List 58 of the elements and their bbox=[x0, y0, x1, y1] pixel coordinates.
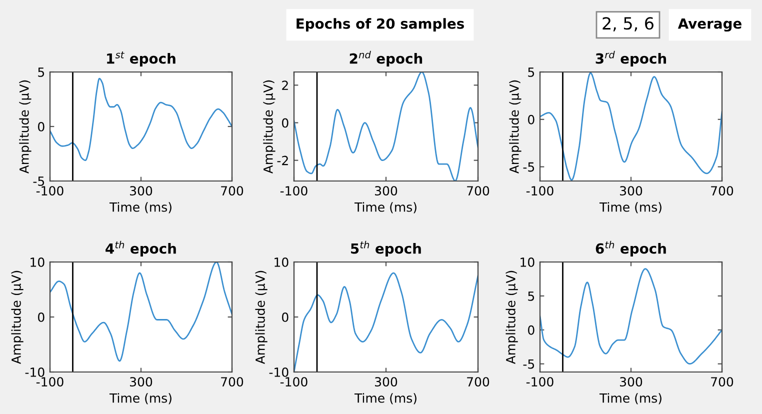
y-tick-label: 10 bbox=[30, 257, 44, 267]
x-tick-label: 700 bbox=[221, 186, 244, 196]
y-tick-label: 0 bbox=[528, 114, 534, 124]
text: Epochs of 20 samples bbox=[296, 18, 464, 32]
chart-title: 6$^{th}$ epoch bbox=[596, 240, 666, 256]
y-tick-label: -10 bbox=[25, 367, 44, 377]
y-tick-label: 5 bbox=[528, 292, 534, 301]
y-tick-label: 10 bbox=[274, 257, 288, 267]
x-tick-label: 700 bbox=[711, 186, 734, 196]
y-tick-label: 0 bbox=[282, 312, 288, 322]
x-axis-title: Time (ms) bbox=[599, 202, 662, 214]
chart-title: 1$^{st}$ epoch bbox=[107, 51, 176, 66]
x-axis-title: Time (ms) bbox=[354, 393, 416, 404]
y-tick-label: 5 bbox=[528, 68, 534, 77]
y-axis-title: Amplitude (µV) bbox=[509, 80, 522, 174]
x-tick-label: -100 bbox=[280, 377, 308, 387]
x-tick-label: 700 bbox=[467, 377, 490, 387]
chart-title: 3$^{rd}$ epoch bbox=[596, 50, 666, 66]
text: 2, 5, 6 bbox=[602, 17, 654, 32]
x-tick-label: -100 bbox=[526, 377, 554, 387]
y-axis-title: Amplitude (µV) bbox=[506, 270, 518, 364]
y-axis-title: Amplitude (µV) bbox=[11, 270, 24, 364]
y-tick-label: 0 bbox=[528, 325, 534, 335]
x-tick-label: 700 bbox=[221, 377, 244, 387]
x-tick-label: -100 bbox=[280, 186, 308, 196]
x-axis-title: Time (ms) bbox=[109, 393, 172, 404]
y-tick-label: -2 bbox=[277, 156, 288, 166]
x-tick-label: -100 bbox=[36, 377, 64, 387]
text: Average bbox=[678, 18, 742, 32]
x-tick-label: 300 bbox=[620, 377, 642, 387]
x-tick-label: 300 bbox=[620, 186, 642, 196]
y-axis-title: Amplitude (µV) bbox=[263, 80, 276, 174]
x-tick-label: 700 bbox=[467, 186, 490, 196]
y-tick-label: 10 bbox=[520, 257, 534, 267]
y-tick-label: 0 bbox=[38, 312, 44, 322]
x-tick-label: 300 bbox=[375, 186, 398, 196]
x-tick-label: 300 bbox=[130, 186, 152, 196]
x-tick-label: -100 bbox=[526, 186, 554, 196]
x-axis-title: Time (ms) bbox=[599, 393, 662, 404]
y-tick-label: -5 bbox=[33, 176, 44, 186]
y-tick-label: 0 bbox=[38, 122, 44, 132]
x-axis-title: Time (ms) bbox=[354, 202, 416, 214]
y-axis-title: Amplitude (µV) bbox=[19, 80, 32, 174]
x-tick-label: 300 bbox=[375, 377, 398, 387]
y-axis-title: Amplitude (µV) bbox=[255, 270, 268, 364]
y-tick-label: 5 bbox=[38, 68, 44, 77]
x-tick-label: -100 bbox=[36, 186, 64, 196]
x-axis-title: Time (ms) bbox=[109, 202, 172, 214]
y-tick-label: -5 bbox=[523, 359, 534, 369]
chart-title: 4$^{th}$ epoch bbox=[106, 240, 176, 256]
chart-title: 2$^{nd}$ epoch bbox=[350, 50, 422, 66]
x-tick-label: 700 bbox=[711, 377, 734, 387]
chart-title: 5$^{th}$ epoch bbox=[351, 240, 421, 256]
y-tick-label: 0 bbox=[282, 118, 288, 128]
x-tick-label: 300 bbox=[130, 377, 152, 387]
y-tick-label: -10 bbox=[269, 367, 288, 377]
y-tick-label: 2 bbox=[282, 80, 288, 90]
y-tick-label: -5 bbox=[523, 162, 534, 172]
